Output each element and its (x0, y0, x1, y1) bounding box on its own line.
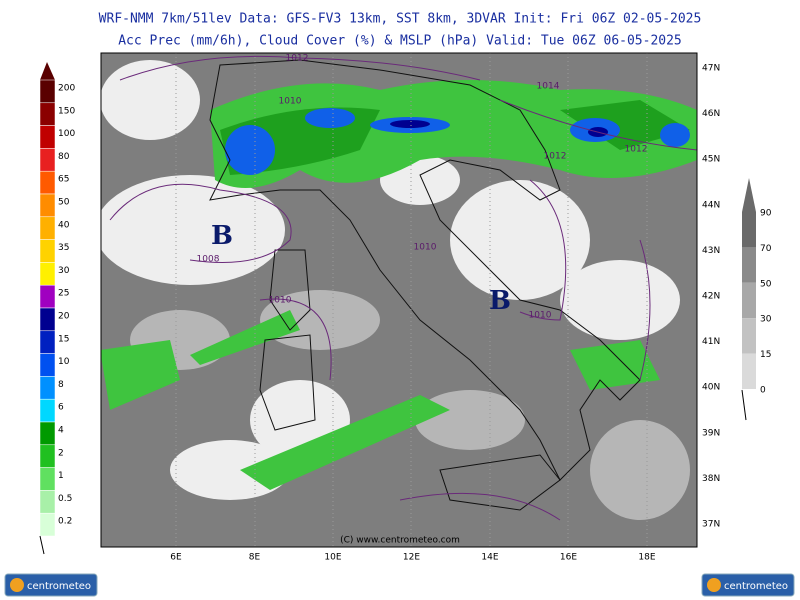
lat-label: 43N (702, 246, 720, 256)
isobar-label: 1012 (625, 145, 648, 155)
cloud-arrow (742, 178, 756, 212)
lat-label: 45N (702, 155, 720, 165)
lat-label: 38N (702, 474, 720, 484)
lat-label: 47N (702, 64, 720, 74)
precip-swatch (39, 216, 56, 240)
lon-label: 8E (249, 553, 261, 563)
precip-swatch (39, 102, 56, 126)
precip-label: 80 (58, 152, 70, 162)
precip-swatch (39, 421, 56, 446)
cloud-label: 90 (760, 209, 772, 219)
lon-label: 18E (638, 553, 655, 563)
precip-label: 50 (58, 198, 70, 208)
precip-swatch (39, 193, 56, 218)
lon-label: 14E (481, 553, 498, 563)
precip-swatch (39, 490, 56, 514)
precip-swatch (39, 284, 56, 309)
isobar-label: 1008 (197, 255, 220, 265)
lat-label: 41N (702, 337, 720, 347)
precip-swatch (39, 79, 56, 104)
logo-box (4, 573, 98, 597)
precip-label: 20 (58, 312, 70, 322)
cloud-label: 15 (760, 350, 771, 360)
precip-label: 10 (58, 357, 70, 367)
cloud-label: 70 (760, 244, 772, 254)
isobar-label: 1010 (529, 311, 552, 321)
precip-label: 35 (58, 243, 69, 253)
lon-label: 10E (324, 553, 341, 563)
lat-label: 42N (702, 292, 720, 302)
logo-text: centrometeo (27, 581, 91, 592)
precip-label: 25 (58, 289, 69, 299)
cloud-swatch (742, 318, 756, 354)
logo-box (701, 573, 795, 597)
isobar-label: 1010 (414, 243, 437, 253)
logo-icon (707, 578, 721, 592)
precip-swatch (39, 239, 56, 263)
precip-swatch (39, 125, 56, 149)
map-field (101, 53, 697, 547)
precip-swatch (39, 398, 56, 423)
precip-arrow (40, 62, 55, 80)
precip-swatch (39, 330, 56, 354)
precip-label: 40 (58, 220, 70, 230)
precip-swatch (39, 444, 56, 468)
logos: centrometeo centrometeo (4, 573, 795, 597)
low-pressure-center: B (489, 286, 511, 316)
precip-swatch (39, 262, 56, 286)
low-pressure-center: B (211, 221, 233, 251)
cloud-label: 30 (760, 315, 772, 325)
logo-text: centrometeo (724, 581, 788, 592)
lon-label: 16E (560, 553, 577, 563)
isobar-label: 1012 (544, 152, 567, 162)
precip-swatch (39, 376, 56, 400)
lon-label: 12E (403, 553, 420, 563)
precip-swatch (39, 170, 56, 195)
precip-swatch (39, 148, 56, 172)
logo-icon (10, 578, 24, 592)
precip-label: 8 (58, 380, 64, 390)
isobar-label: 1012 (286, 54, 309, 64)
precip-swatch (39, 512, 56, 537)
precip-label: 200 (58, 84, 75, 94)
precip-label: 4 (58, 426, 64, 436)
lat-label: 40N (702, 383, 720, 393)
lat-label: 46N (702, 109, 720, 119)
precip-label: 15 (58, 334, 69, 344)
precip-label: 65 (58, 175, 69, 185)
cloud-label: 0 (760, 386, 766, 396)
isobar-label: 1014 (537, 82, 560, 92)
isobar-label: 1010 (269, 296, 292, 306)
precip-swatch (39, 353, 56, 377)
precip-label: 0.2 (58, 517, 72, 527)
precip-label: 6 (58, 403, 64, 413)
lon-label: 6E (170, 553, 182, 563)
header-line-2: Acc Prec (mm/6h), Cloud Cover (%) & MSLP… (118, 34, 682, 49)
precip-tail (39, 535, 45, 555)
precip-label: 1 (58, 471, 64, 481)
cloud-label: 50 (760, 279, 772, 289)
cloud-swatch (742, 212, 756, 248)
cloud-swatch (742, 282, 756, 319)
map-frame (100, 52, 698, 548)
lat-label: 37N (702, 520, 720, 530)
lat-label: 39N (702, 428, 720, 438)
cloud-swatch (742, 247, 756, 283)
precip-label: 2 (58, 448, 64, 458)
cloud-tail (741, 389, 747, 421)
precip-swatch (39, 467, 56, 491)
precip-label: 150 (58, 106, 75, 116)
isobar-label: 1010 (279, 97, 302, 107)
credit: (C) www.centrometeo.com (340, 536, 460, 546)
precip-label: 30 (58, 266, 70, 276)
precip-swatch (39, 307, 56, 332)
precip-label: 100 (58, 129, 75, 139)
cloud-swatch (742, 353, 756, 389)
lat-label: 44N (702, 200, 720, 210)
precip-label: 0.5 (58, 494, 72, 504)
header-line-1: WRF-NMM 7km/51lev Data: GFS-FV3 13km, SS… (99, 12, 702, 27)
